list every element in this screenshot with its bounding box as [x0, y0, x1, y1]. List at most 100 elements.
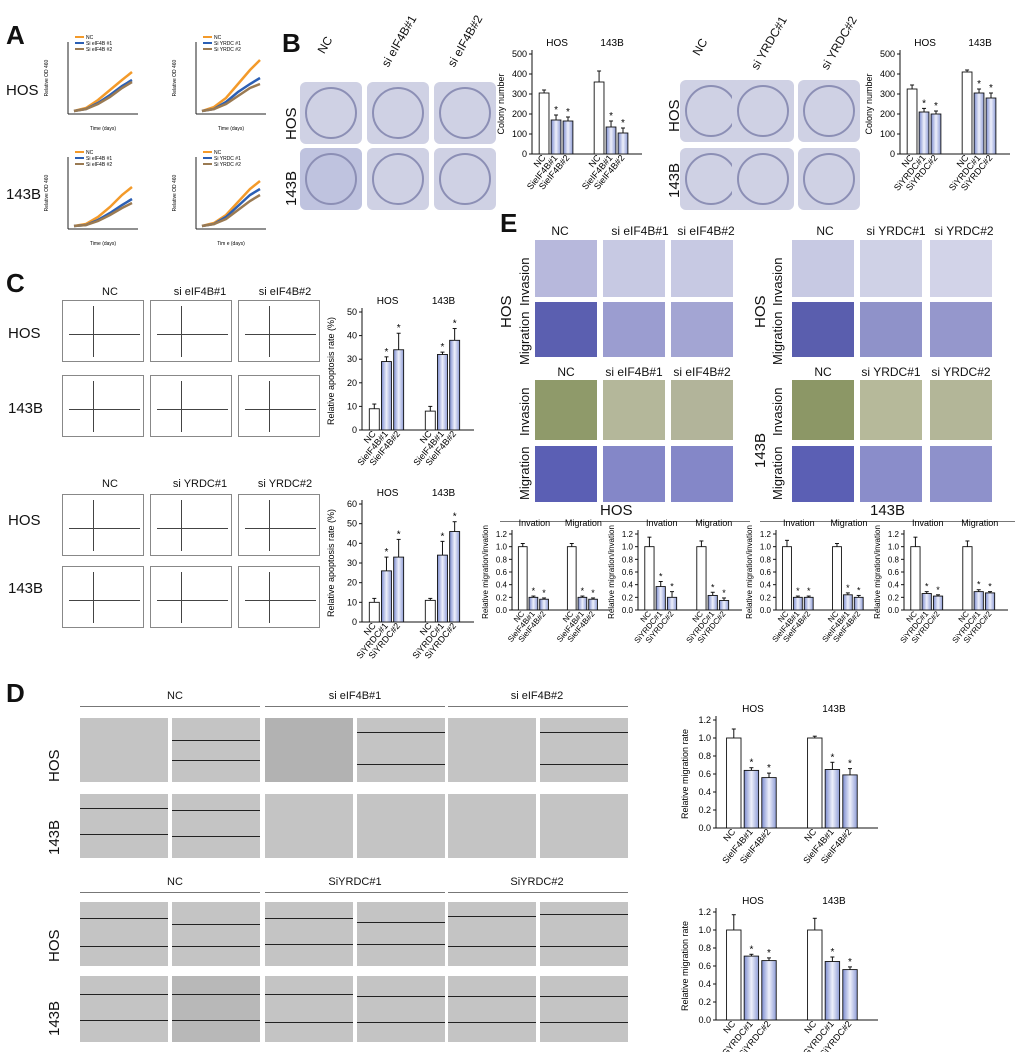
legend-label: NC: [86, 35, 94, 41]
colony-dish-image: [798, 148, 860, 210]
wound-image: [172, 902, 260, 966]
colony-dish-image: [732, 148, 794, 210]
y-tick-label: 0.0: [888, 606, 900, 615]
bar: [930, 113, 942, 155]
group-label: 143B: [968, 38, 992, 49]
group-label: 143B: [432, 296, 456, 307]
wound-image: [80, 976, 168, 1042]
bar: [761, 777, 777, 829]
group-label: HOS: [377, 488, 399, 499]
axis-label: Relative migration/invation: [745, 525, 754, 619]
group-label: Migration: [961, 518, 998, 528]
growth-plot-143b-eif4b: Relative OD 460 Time (days) NC Si eIF4B …: [44, 150, 138, 247]
y-tick-label: 0.2: [698, 997, 711, 1007]
c-col-eif1: si eIF4B#1: [173, 286, 227, 298]
e-col-yrdc1: si YRDC#1: [866, 224, 926, 238]
legend-label: NC: [214, 150, 222, 156]
axis-label: Relative apoptosis rate (%): [326, 509, 336, 617]
legend-label: NC: [86, 150, 94, 156]
transwell-image: [792, 240, 854, 297]
significance-star: *: [453, 512, 457, 523]
significance-star: *: [767, 763, 771, 774]
bar: [381, 570, 392, 623]
legend-label: Si YRDC #2: [214, 47, 241, 53]
transwell-image: [860, 446, 922, 502]
bar: [932, 595, 944, 611]
wound-image: [80, 718, 168, 782]
bar: [921, 593, 932, 611]
a-row-143b: 143B: [6, 186, 42, 203]
bar: [803, 596, 814, 611]
axis-label: Colony number: [864, 73, 874, 134]
group-label: Invation: [783, 518, 815, 528]
group-bracket: [760, 521, 1015, 522]
bar: [761, 960, 777, 1021]
axis-label: Time (days): [218, 126, 245, 132]
y-tick-label: 1.0: [698, 733, 711, 743]
group-bracket: [448, 706, 628, 707]
axis-label: Relative OD 460: [44, 59, 50, 96]
y-tick-label: 0: [352, 617, 357, 627]
wound-image: [540, 976, 628, 1042]
bar: [368, 601, 380, 623]
y-tick-label: 0.8: [760, 555, 772, 564]
group-bracket: [265, 706, 445, 707]
d-group-nc: NC: [167, 690, 183, 702]
bar: [381, 361, 392, 431]
transwell-image: [671, 380, 733, 440]
y-tick-label: 100: [512, 129, 527, 139]
group-label: HOS: [546, 38, 568, 49]
group-bracket: [500, 521, 750, 522]
colony-dish-image: [434, 148, 496, 210]
wound-image: [357, 718, 445, 782]
bar: [538, 92, 550, 155]
significance-star: *: [532, 586, 536, 596]
axis-label: Relative migration rate: [680, 921, 690, 1011]
transwell-image: [535, 380, 597, 440]
group-label: Invation: [646, 518, 678, 528]
c-col-eif2: si eIF4B#2: [258, 286, 312, 298]
c-row-143b: 143B: [8, 400, 44, 417]
e-col-nc: NC: [551, 224, 569, 238]
significance-star: *: [934, 101, 938, 112]
significance-star: *: [977, 580, 981, 590]
significance-star: *: [591, 588, 595, 598]
bar: [842, 774, 858, 829]
transwell-image: [792, 446, 854, 502]
significance-star: *: [936, 585, 940, 595]
significance-star: *: [722, 588, 726, 598]
wound-image: [357, 976, 445, 1042]
wound-image: [265, 902, 353, 966]
transwell-image: [603, 302, 665, 357]
significance-star: *: [749, 758, 753, 769]
group-label: 143B: [822, 896, 846, 907]
flow-cytometry-plot: [62, 300, 144, 362]
group-label: Migration: [565, 518, 602, 528]
a-row-hos: HOS: [6, 82, 39, 99]
significance-star: *: [848, 957, 852, 968]
legend-label: NC: [214, 35, 222, 41]
y-tick-label: 10: [347, 401, 357, 411]
transwell-image: [535, 302, 597, 357]
axis-label: Relative OD 460: [172, 174, 178, 211]
y-tick-label: 200: [512, 109, 527, 119]
group-bracket: [448, 892, 628, 893]
transwell-image: [860, 380, 922, 440]
bar: [807, 737, 823, 829]
flow-cytometry-plot: [62, 494, 144, 556]
group-label: 143B: [822, 704, 846, 715]
significance-star: *: [554, 105, 558, 116]
bar: [437, 554, 448, 623]
y-tick-label: 30: [347, 354, 357, 364]
transwell-image: [930, 380, 992, 440]
y-tick-label: 0.4: [622, 581, 634, 590]
y-tick-label: 500: [512, 49, 527, 59]
wound-image: [265, 718, 353, 782]
axis-label: Tim e (days): [217, 241, 245, 247]
bar: [393, 556, 405, 623]
wound-image: [448, 976, 536, 1042]
y-tick-label: 0.6: [888, 568, 900, 577]
y-tick-label: 0.6: [698, 769, 711, 779]
significance-star: *: [441, 531, 445, 542]
